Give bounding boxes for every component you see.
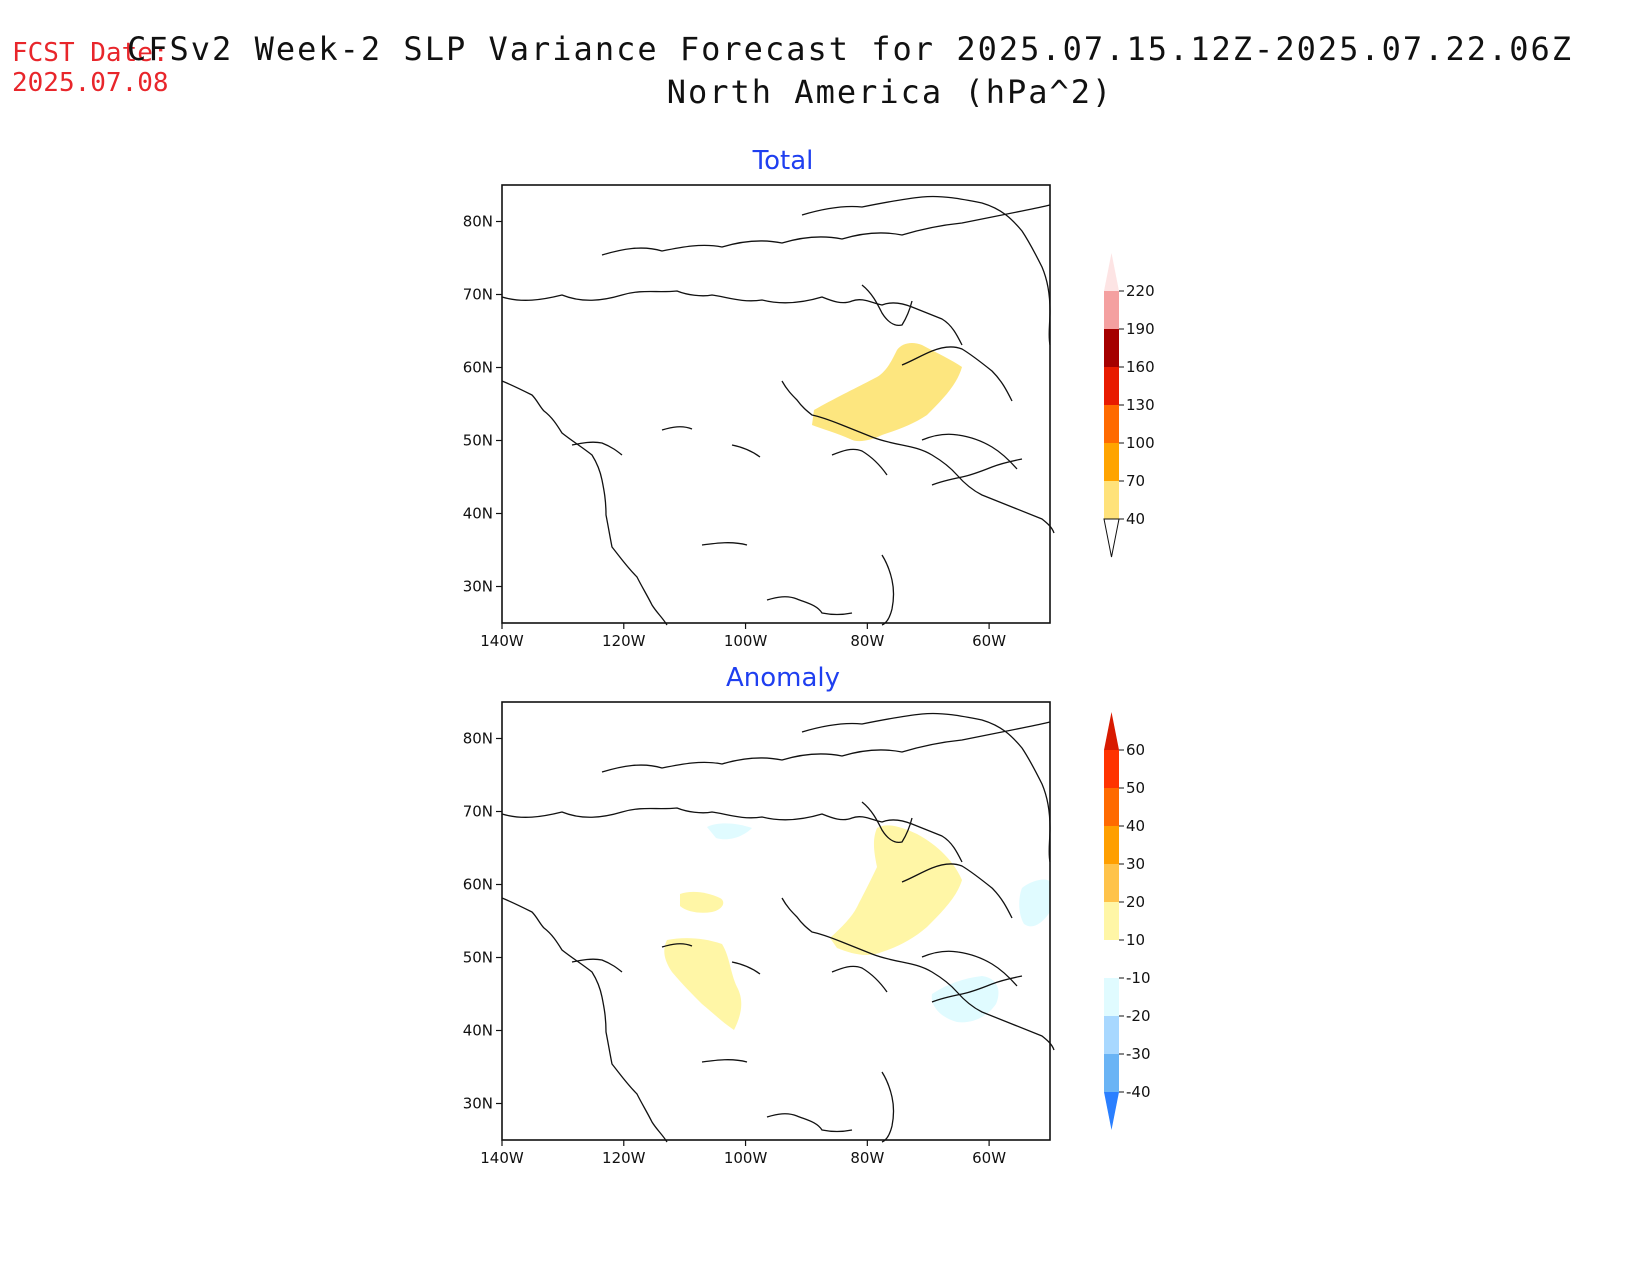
lon-tick-label: 140W bbox=[480, 632, 524, 650]
colorbar-label: 60 bbox=[1126, 741, 1145, 759]
map-anomaly bbox=[501, 701, 1055, 1143]
forecast-date-label: FCST Date: bbox=[12, 38, 169, 68]
colorbar-label: 30 bbox=[1126, 855, 1145, 873]
colorbar-box bbox=[1104, 750, 1119, 788]
colorbar-label: 10 bbox=[1126, 931, 1145, 949]
shade-anomaly-hudson bbox=[830, 825, 962, 955]
lon-tick-label: 80W bbox=[850, 632, 884, 650]
colorbar-total: 40 70 100 130 160 190 220 bbox=[1103, 253, 1155, 558]
lon-ticks-anomaly: 140W 120W 100W 80W 60W bbox=[480, 1140, 1006, 1167]
colorbar-box bbox=[1104, 1054, 1119, 1092]
colorbar-box bbox=[1104, 864, 1119, 902]
colorbar-extend-low bbox=[1104, 1092, 1119, 1130]
colorbar-box bbox=[1104, 329, 1119, 367]
chart-subtitle: North America (hPa^2) bbox=[666, 73, 1114, 111]
lon-tick-label: 100W bbox=[724, 632, 768, 650]
lat-tick-label: 50N bbox=[463, 949, 493, 967]
lat-tick-label: 60N bbox=[463, 876, 493, 894]
colorbar-box bbox=[1104, 367, 1119, 405]
shade-anomaly-rockies bbox=[664, 938, 742, 1030]
shade-anomaly-westcanada bbox=[680, 891, 724, 913]
colorbar-label: 40 bbox=[1126, 510, 1145, 528]
lat-tick-label: 40N bbox=[463, 1022, 493, 1040]
colorbar-box bbox=[1104, 978, 1119, 1016]
colorbar-box bbox=[1104, 291, 1119, 329]
lat-tick-label: 60N bbox=[463, 359, 493, 377]
lat-tick-label: 80N bbox=[463, 730, 493, 748]
colorbar-box bbox=[1104, 902, 1119, 940]
colorbar-box bbox=[1104, 443, 1119, 481]
lat-tick-label: 30N bbox=[463, 1095, 493, 1113]
shade-anomaly-arctic bbox=[707, 823, 752, 840]
colorbar-label: -10 bbox=[1126, 969, 1151, 987]
colorbar-label: -20 bbox=[1126, 1007, 1151, 1025]
colorbar-label: 20 bbox=[1126, 893, 1145, 911]
colorbar-box bbox=[1104, 405, 1119, 443]
colorbar-label: 70 bbox=[1126, 472, 1145, 490]
colorbar-label: -40 bbox=[1126, 1083, 1151, 1101]
colorbar-label: 130 bbox=[1126, 396, 1155, 414]
colorbar-extend-high bbox=[1104, 253, 1119, 291]
lon-tick-label: 120W bbox=[602, 632, 646, 650]
colorbar-extend-low bbox=[1103, 518, 1120, 558]
lat-tick-label: 50N bbox=[463, 432, 493, 450]
colorbar-label: 100 bbox=[1126, 434, 1155, 452]
lat-ticks-anomaly: 80N 70N 60N 50N 40N 30N bbox=[463, 730, 502, 1113]
colorbar-box bbox=[1104, 481, 1119, 519]
lon-tick-label: 60W bbox=[972, 1149, 1006, 1167]
colorbar-label: -30 bbox=[1126, 1045, 1151, 1063]
lat-tick-label: 80N bbox=[463, 213, 493, 231]
panel-total: Total 140W 120W 100W 80W 60W 80N 70N 60N 50N 40N… bbox=[463, 146, 1155, 650]
colorbar-box bbox=[1104, 940, 1119, 978]
lon-tick-label: 120W bbox=[602, 1149, 646, 1167]
forecast-date-value: 2025.07.08 bbox=[12, 68, 169, 98]
colorbar-label: 220 bbox=[1126, 282, 1155, 300]
lon-ticks-total: 140W 120W 100W 80W 60W bbox=[480, 623, 1006, 650]
colorbar-label: 190 bbox=[1126, 320, 1155, 338]
chart-title: CFSv2 Week-2 SLP Variance Forecast for 2… bbox=[126, 30, 1574, 68]
shade-anomaly-labrador bbox=[1019, 879, 1050, 927]
lon-tick-label: 100W bbox=[724, 1149, 768, 1167]
lon-tick-label: 60W bbox=[972, 632, 1006, 650]
lat-tick-label: 40N bbox=[463, 505, 493, 523]
colorbar-label: 160 bbox=[1126, 358, 1155, 376]
panel-anomaly: Anomaly 140W 120W 100W 80W 60W 80N 70N 60N 50N 4… bbox=[463, 663, 1151, 1167]
lat-tick-label: 70N bbox=[463, 803, 493, 821]
lon-tick-label: 140W bbox=[480, 1149, 524, 1167]
lat-ticks-total: 80N 70N 60N 50N 40N 30N bbox=[463, 213, 502, 596]
map-total bbox=[501, 184, 1055, 626]
colorbar-label: 40 bbox=[1126, 817, 1145, 835]
forecast-date-block: FCST Date: 2025.07.08 bbox=[12, 38, 169, 98]
colorbar-box bbox=[1104, 826, 1119, 864]
colorbar-box bbox=[1104, 788, 1119, 826]
panel-title-anomaly: Anomaly bbox=[726, 663, 840, 693]
panel-title-total: Total bbox=[752, 146, 814, 176]
lat-tick-label: 70N bbox=[463, 286, 493, 304]
colorbar-extend-high bbox=[1104, 712, 1119, 750]
lat-tick-label: 30N bbox=[463, 578, 493, 596]
colorbar-anomaly: -40 -30 -20 -10 10 20 30 40 50 60 bbox=[1104, 712, 1151, 1130]
shade-total-hudson bbox=[812, 342, 962, 442]
lon-tick-label: 80W bbox=[850, 1149, 884, 1167]
colorbar-label: 50 bbox=[1126, 779, 1145, 797]
colorbar-box bbox=[1104, 1016, 1119, 1054]
